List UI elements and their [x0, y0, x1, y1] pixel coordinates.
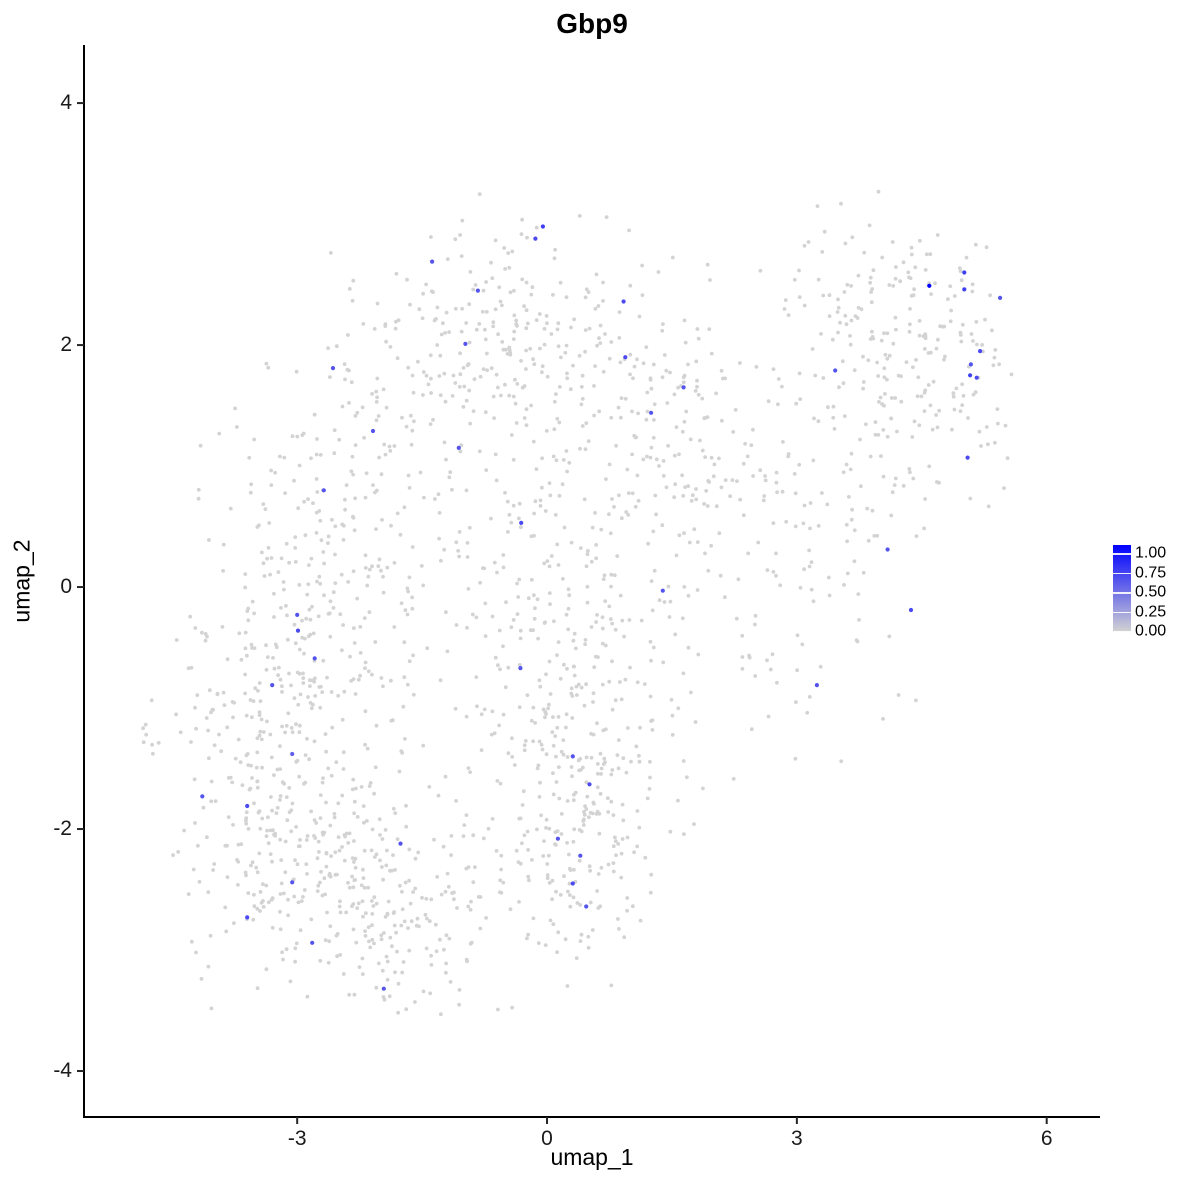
plot-title: Gbp9	[556, 8, 628, 39]
colorbar-label: 0.50	[1135, 583, 1167, 601]
x-tick-label: -3	[287, 1127, 307, 1150]
colorbar-label: 0.75	[1135, 563, 1167, 581]
y-tick-label: 4	[60, 91, 72, 115]
colorbar-tick	[1113, 631, 1131, 633]
colorbar-label: 0.00	[1135, 622, 1167, 640]
colorbar-tick	[1113, 572, 1131, 574]
x-axis-label: umap_1	[550, 1144, 634, 1170]
y-tick-label: 0	[60, 575, 72, 599]
x-tick-label: 0	[541, 1127, 553, 1150]
colorbar-tick	[1113, 592, 1131, 594]
colorbar-label: 0.25	[1135, 602, 1167, 620]
x-tick-label: 6	[1040, 1127, 1053, 1150]
colorbar-tick	[1113, 553, 1131, 555]
colorbar-label: 1.00	[1135, 544, 1167, 562]
colorbar-tick	[1113, 611, 1131, 613]
x-tick-label: 3	[791, 1127, 803, 1150]
y-tick-label: -2	[53, 817, 72, 841]
colorbar-gradient	[1113, 545, 1131, 633]
y-tick-label: 2	[60, 333, 72, 357]
y-tick-label: -4	[53, 1059, 72, 1083]
expression-colorbar-legend: 1.00 0.75 0.50 0.25 0.00	[1108, 540, 1200, 650]
